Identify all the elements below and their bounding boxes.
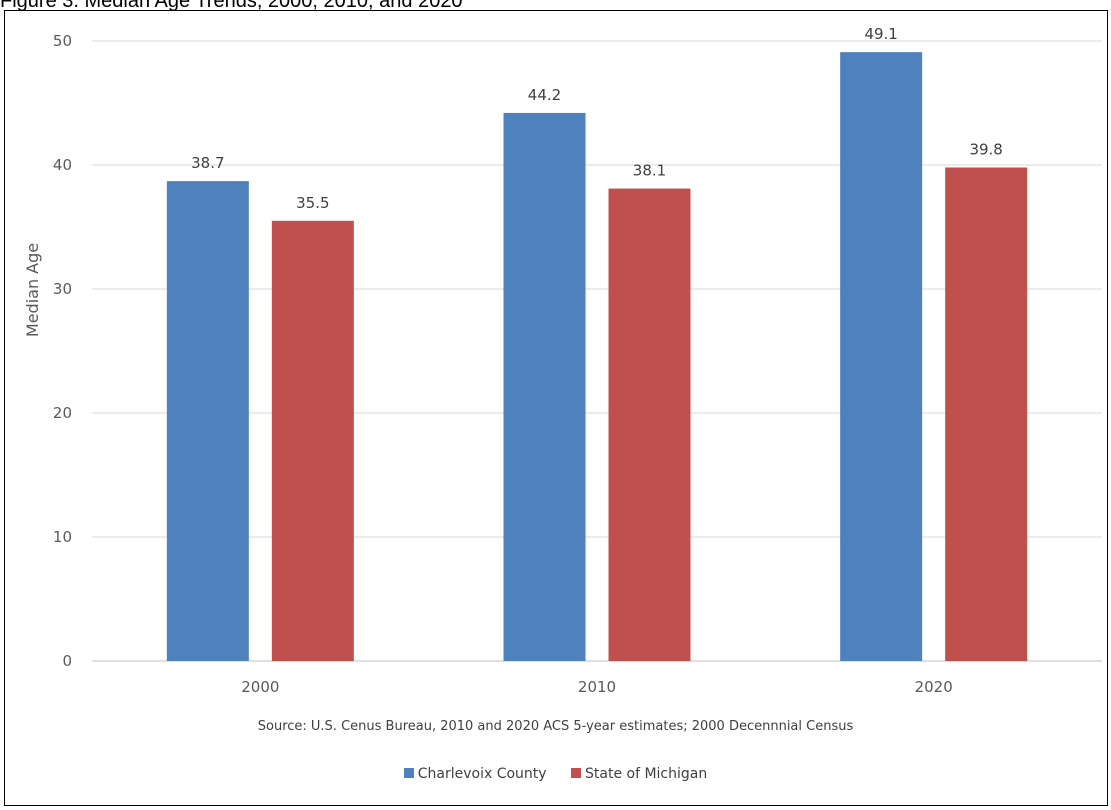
y-tick-label: 50	[53, 32, 72, 50]
bar	[166, 181, 249, 661]
y-axis-title: Median Age	[23, 243, 42, 337]
data-label: 38.7	[191, 154, 224, 172]
y-tick-label: 40	[53, 156, 72, 174]
y-tick-label: 20	[53, 404, 72, 422]
data-label: 38.1	[633, 162, 666, 180]
legend-item-charlevoix: Charlevoix County	[403, 766, 547, 782]
data-label: 44.2	[528, 86, 561, 104]
data-label: 49.1	[864, 25, 897, 43]
bar	[608, 188, 691, 661]
legend-swatch-charlevoix	[403, 768, 414, 778]
source-note: Source: U.S. Cenus Bureau, 2010 and 2020…	[257, 719, 854, 734]
figure-title: Figure 3. Median Age Trends, 2000, 2010,…	[0, 0, 463, 12]
data-label: 35.5	[296, 194, 329, 212]
y-tick-label: 0	[62, 652, 72, 670]
gridlines	[92, 40, 1102, 662]
bar	[271, 220, 354, 662]
bars	[166, 52, 1028, 662]
data-label: 39.8	[969, 140, 1002, 158]
bar	[503, 112, 586, 662]
data-labels: 38.7 35.5 44.2 38.1 49.1 39.8	[191, 25, 1003, 212]
legend-swatch-michigan	[571, 768, 582, 778]
y-tick-label: 30	[53, 280, 72, 298]
legend-item-michigan: State of Michigan	[571, 766, 707, 782]
legend-label-michigan: State of Michigan	[585, 766, 708, 782]
x-tick-label: 2000	[241, 678, 279, 696]
bar	[840, 52, 923, 662]
bar	[945, 167, 1028, 662]
x-tick-label: 2020	[915, 678, 953, 696]
y-axis-ticks: 0 10 20 30 40 50	[53, 32, 72, 670]
x-axis-ticks: 2000 2010 2020	[241, 678, 953, 696]
legend: Charlevoix County State of Michigan	[0, 766, 1111, 782]
x-tick-label: 2010	[578, 678, 616, 696]
y-tick-label: 10	[53, 528, 72, 546]
legend-label-charlevoix: Charlevoix County	[417, 766, 547, 782]
